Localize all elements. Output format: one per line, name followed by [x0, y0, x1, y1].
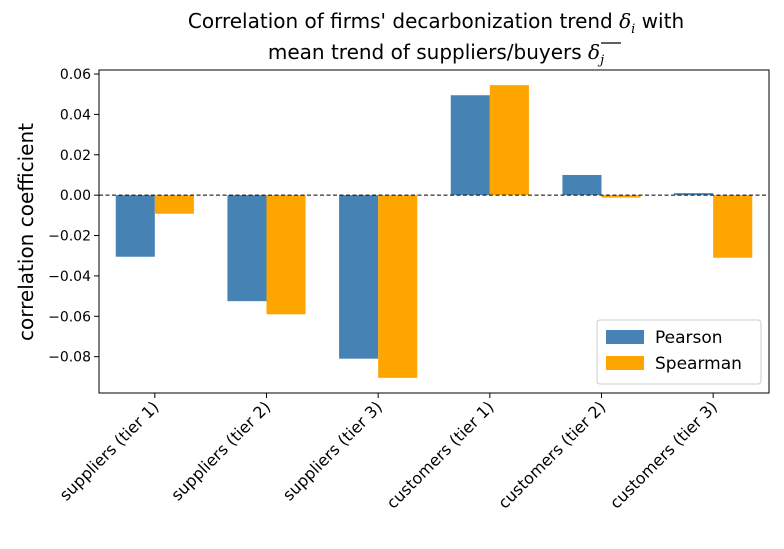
- bar-pearson-2: [227, 195, 267, 302]
- x-tick-label: customers (tier 1): [383, 397, 498, 512]
- x-tick-label: suppliers (tier 3): [279, 397, 386, 504]
- x-tick-label: suppliers (tier 1): [56, 397, 163, 504]
- y-tick-label: 0.02: [60, 148, 91, 164]
- bar-pearson-4: [450, 95, 490, 196]
- plot-area: [99, 85, 769, 378]
- bar-spearman-4: [489, 85, 529, 196]
- x-tick-label: customers (tier 2): [494, 397, 609, 512]
- bar-spearman-2: [266, 195, 306, 315]
- bar-spearman-3: [378, 195, 418, 378]
- legend-label-spearman: Spearman: [655, 354, 742, 374]
- x-tick-label: customers (tier 3): [606, 397, 721, 512]
- y-tick-label: 0.00: [60, 188, 91, 204]
- bar-spearman-1: [154, 195, 194, 214]
- bar-spearman-5: [601, 195, 641, 198]
- bar-pearson-3: [339, 195, 379, 359]
- axes-frame: [98, 69, 770, 394]
- legend-label-pearson: Pearson: [655, 328, 723, 348]
- bar-pearson-1: [115, 195, 155, 257]
- y-tick-label: −0.02: [48, 229, 91, 245]
- y-tick-label: −0.06: [48, 309, 91, 325]
- x-tick-label: suppliers (tier 2): [167, 397, 274, 504]
- delta-bar-symbol: δ: [588, 40, 600, 64]
- bar-pearson-5: [562, 174, 602, 196]
- legend-swatch-spearman: [606, 356, 644, 370]
- y-axis-label: correlation coefficient: [14, 123, 38, 341]
- bar-spearman-6: [713, 195, 753, 258]
- y-tick-label: 0.04: [60, 107, 91, 123]
- bar-pearson-6: [674, 193, 714, 196]
- y-tick-label: −0.04: [48, 269, 91, 285]
- legend-swatch-pearson: [606, 330, 644, 344]
- y-tick-label: 0.06: [60, 67, 91, 83]
- chart-title-line1: Correlation of firms' decarbonization tr…: [188, 9, 684, 37]
- y-tick-label: −0.08: [48, 350, 91, 366]
- legend: Pearson Spearman: [596, 319, 762, 385]
- chart-title-line2: mean trend of suppliers/buyers δj: [268, 40, 604, 68]
